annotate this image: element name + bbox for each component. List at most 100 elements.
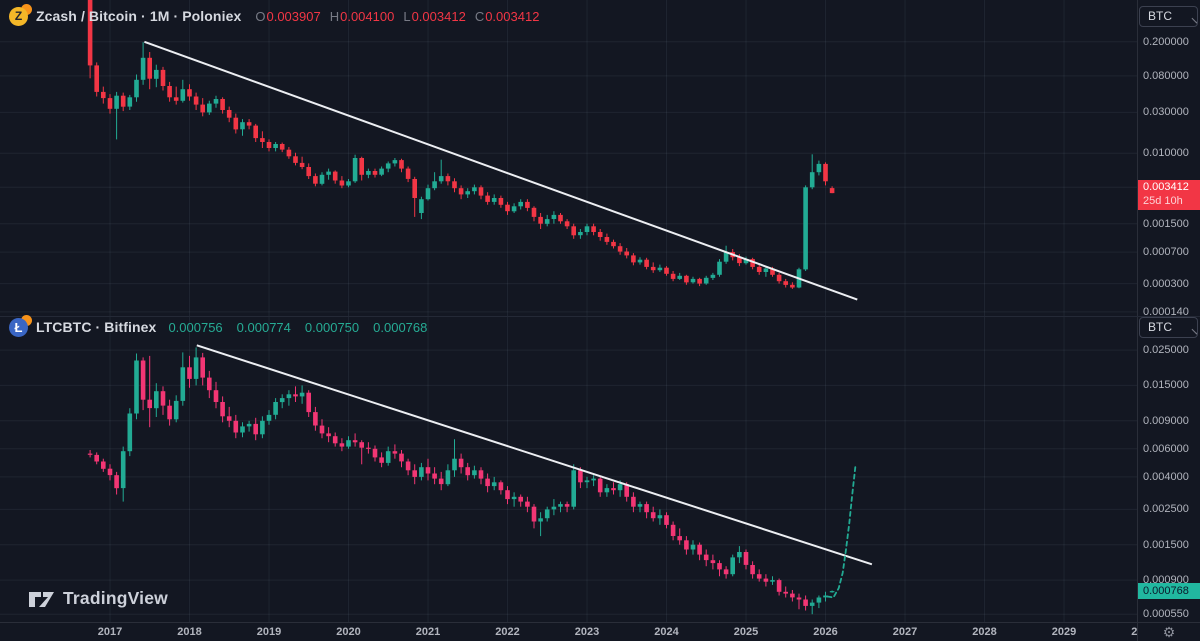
candle xyxy=(505,486,510,505)
candle xyxy=(359,440,364,465)
candle xyxy=(578,229,583,239)
candle xyxy=(677,272,682,280)
candle xyxy=(372,445,378,462)
candle xyxy=(816,595,822,609)
pane-separator[interactable] xyxy=(0,316,1200,317)
projection-drawing[interactable] xyxy=(826,466,857,599)
ohlc-readout-zec: O0.003907 H0.004100 L0.003412 C0.003412 xyxy=(255,9,539,24)
time-axis[interactable]: 2017 2018 2019 2020 2021 2022 2023 2024 2025 2026… xyxy=(0,622,1200,641)
candle xyxy=(717,560,722,577)
candle xyxy=(120,446,126,502)
candle xyxy=(385,446,391,466)
candle xyxy=(525,496,530,513)
candle xyxy=(664,266,669,276)
candle xyxy=(611,239,616,249)
bitcoin-coin-icon xyxy=(21,314,32,326)
candle xyxy=(94,452,99,465)
candle xyxy=(120,92,126,112)
unit-button-bottom[interactable]: BTC xyxy=(1139,317,1198,338)
candle xyxy=(279,394,285,409)
symbol-title-zec[interactable]: Zcash / Bitcoin · 1M · Poloniex xyxy=(36,8,242,24)
candle xyxy=(637,501,643,513)
price-tick-label: 0.006000 xyxy=(1143,442,1189,455)
candle xyxy=(558,213,563,224)
candle xyxy=(392,158,398,167)
candle xyxy=(193,347,199,386)
candle xyxy=(617,243,623,255)
trendline-drawing[interactable] xyxy=(144,40,858,301)
candle xyxy=(809,154,815,190)
price-axis-separator xyxy=(1137,0,1138,641)
candle xyxy=(498,195,504,208)
candle xyxy=(591,475,596,487)
candle xyxy=(127,408,133,457)
last-price-value-zec: 0.003412 xyxy=(1143,181,1189,193)
candle xyxy=(816,160,822,176)
candle xyxy=(233,414,239,439)
candle xyxy=(591,223,596,236)
chart-settings-gear-icon[interactable]: ⚙ xyxy=(1162,624,1176,640)
candle xyxy=(207,370,212,399)
candle xyxy=(697,277,702,287)
candle xyxy=(491,194,497,205)
candle xyxy=(770,576,775,585)
year-tick-label: 2020 xyxy=(336,626,361,638)
candle xyxy=(226,106,232,123)
candle xyxy=(240,119,245,136)
price-tick-label: 0.010000 xyxy=(1143,147,1189,160)
candle xyxy=(399,158,404,173)
ohlc-open: O0.003907 xyxy=(255,8,321,24)
candle xyxy=(253,417,258,441)
candle xyxy=(525,199,530,212)
candle xyxy=(631,253,636,266)
candle xyxy=(213,95,219,108)
candle xyxy=(465,188,470,198)
price-tick-label: 0.000550 xyxy=(1143,608,1189,621)
candle xyxy=(366,442,371,454)
candle xyxy=(379,452,384,468)
candle xyxy=(187,84,192,101)
candle xyxy=(445,173,451,186)
candle xyxy=(193,92,199,110)
candle xyxy=(299,385,305,404)
price-tick-label: 0.200000 xyxy=(1143,35,1189,48)
trendline-drawing[interactable] xyxy=(196,344,873,566)
candle xyxy=(723,245,729,264)
candle xyxy=(101,86,106,104)
tradingview-logo[interactable]: TradingView xyxy=(28,588,168,609)
candle xyxy=(293,386,298,402)
candle xyxy=(465,462,470,481)
candle xyxy=(140,42,146,85)
price-axis[interactable]: 0.200000 0.080000 0.030000 0.010000 0.004000… xyxy=(1137,0,1200,622)
candle xyxy=(352,154,358,183)
candle xyxy=(114,471,119,495)
candle xyxy=(180,79,186,103)
candle xyxy=(472,465,477,479)
candle xyxy=(624,248,629,259)
price-tick-label: 0.025000 xyxy=(1143,344,1189,357)
candle xyxy=(160,66,166,91)
candle xyxy=(551,499,557,516)
price-tick-label: 0.000300 xyxy=(1143,277,1189,290)
candle xyxy=(710,272,716,280)
ltc-open-value: 0.000756 xyxy=(168,319,223,335)
year-tick-label: 2026 xyxy=(813,626,838,638)
tradingview-logo-text: TradingView xyxy=(63,588,168,608)
zcash-bitcoin-pair-icon: Z xyxy=(9,3,32,26)
ohlc-low: L0.003412 xyxy=(403,8,466,24)
symbol-title-ltc[interactable]: LTCBTC · Bitfinex xyxy=(36,319,157,335)
year-tick-label: 2028 xyxy=(972,626,997,638)
candle xyxy=(790,590,795,602)
candle xyxy=(650,506,656,522)
unit-button-top[interactable]: BTC xyxy=(1139,6,1198,27)
year-tick-label: 2021 xyxy=(415,626,441,638)
candle xyxy=(366,168,371,179)
candle xyxy=(213,381,219,409)
candle xyxy=(730,554,735,577)
candle xyxy=(286,147,292,159)
candle xyxy=(286,390,292,406)
candle xyxy=(737,546,742,564)
candle xyxy=(531,206,537,222)
